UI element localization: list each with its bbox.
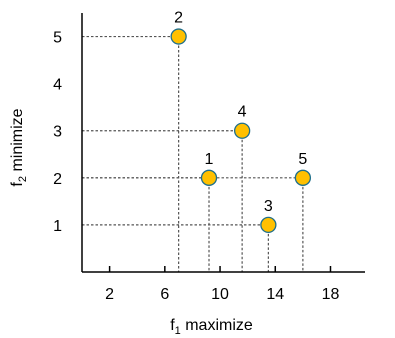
data-points: 1 2 3 4 5 (170, 10, 312, 234)
x-tick-label: 2 (105, 286, 114, 303)
y-axis-title: f2 minimize (9, 108, 29, 186)
x-tick-label: 6 (160, 286, 169, 303)
y-axis-title-rest: minimize (9, 108, 26, 176)
data-point (294, 169, 312, 186)
data-point-label: 4 (238, 104, 247, 121)
data-point (170, 28, 187, 45)
data-point (200, 169, 218, 186)
y-tick-label: 4 (53, 77, 62, 94)
data-point-label: 3 (264, 198, 273, 215)
y-tick-label: 2 (53, 171, 62, 188)
x-axis-title-sub: 1 (175, 325, 181, 337)
y-axis-title-base: f (9, 182, 26, 187)
x-axis-title: f1 maximize (170, 317, 253, 337)
x-tick-label: 14 (266, 286, 284, 303)
x-tick-label: 18 (322, 286, 340, 303)
guide-lines (82, 35, 304, 272)
y-tick-label: 1 (53, 218, 62, 235)
x-axis-title-rest: maximize (181, 317, 253, 334)
x-axis-title-base: f (170, 317, 175, 334)
y-tick-label: 5 (53, 30, 62, 47)
x-tick-label: 10 (211, 286, 229, 303)
y-axis-title-sub: 2 (17, 176, 29, 182)
data-point-label: 1 (205, 151, 214, 168)
y-tick-label: 3 (53, 124, 62, 141)
data-point-label: 2 (174, 10, 183, 27)
data-point-label: 5 (298, 151, 307, 168)
axes (81, 13, 365, 273)
data-point (260, 216, 277, 234)
data-point (233, 122, 251, 139)
